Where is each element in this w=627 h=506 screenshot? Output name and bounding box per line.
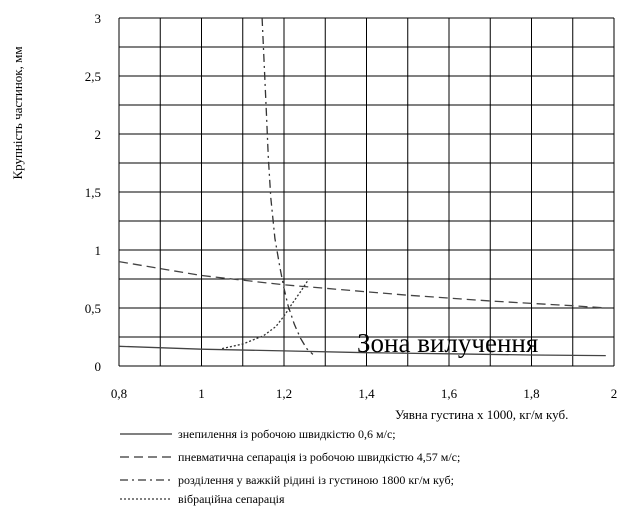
zone-annotation: Зона вилучення	[357, 328, 538, 358]
series-line-1	[118, 345, 606, 357]
y-tick-label: 3	[95, 11, 102, 26]
legend: знепилення із робочою швидкістю 0,6 м/с;…	[120, 427, 460, 506]
y-tick-label: 0	[95, 359, 102, 374]
chart-ticks: 0,8 1 1,2 1,4 1,6 1,8 2 0 0,5 1 1,5 2 2,5 3	[85, 11, 618, 401]
y-tick-label: 2,5	[85, 69, 101, 84]
legend-label-2: пневматична сепарація із робочою швидкіс…	[178, 450, 460, 464]
y-tick-label: 2	[95, 127, 102, 142]
series-line-2	[118, 260, 606, 309]
x-tick-label: 1,4	[358, 386, 375, 401]
x-tick-label: 1,8	[523, 386, 539, 401]
series-line-3	[261, 17, 314, 355]
y-tick-label: 1	[95, 243, 102, 258]
x-tick-label: 2	[611, 386, 618, 401]
y-axis-label: Крупність частинок, мм	[10, 46, 25, 179]
legend-label-4: вібраційна сепарація	[178, 492, 285, 506]
x-tick-label: 1,2	[276, 386, 292, 401]
y-tick-label: 0,5	[85, 301, 101, 316]
chart-series	[118, 17, 606, 357]
x-tick-label: 0,8	[111, 386, 127, 401]
chart-grid	[118, 17, 615, 367]
series-line-4	[221, 278, 310, 350]
x-axis-label: Уявна густина х 1000, кг/м куб.	[395, 407, 568, 422]
y-tick-label: 1,5	[85, 185, 101, 200]
legend-label-1: знепилення із робочою швидкістю 0,6 м/с;	[178, 427, 396, 441]
legend-label-3: розділення у важкій рідині із густиною 1…	[178, 473, 454, 487]
x-tick-label: 1	[198, 386, 205, 401]
x-tick-label: 1,6	[441, 386, 458, 401]
